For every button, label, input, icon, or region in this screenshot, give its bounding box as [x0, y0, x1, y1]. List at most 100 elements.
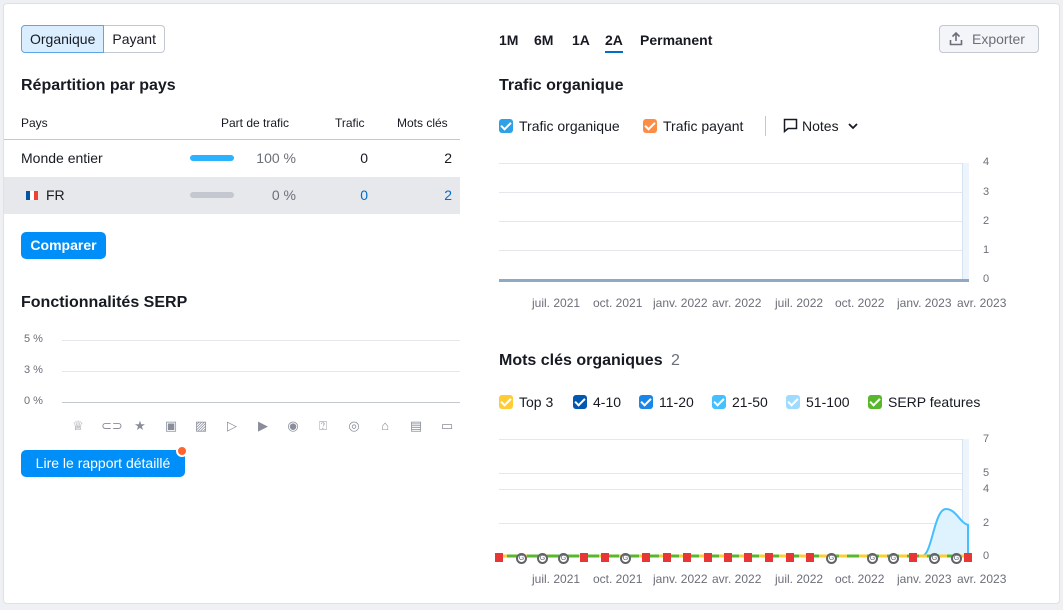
- read-report-button[interactable]: Lire le rapport détaillé: [21, 450, 185, 477]
- compare-button[interactable]: Comparer: [21, 232, 106, 259]
- traffic-share-value: 100 %: [256, 150, 296, 166]
- y-tick: 0: [983, 273, 990, 285]
- y-tick: 4: [983, 156, 990, 168]
- period-6m[interactable]: 6M: [534, 32, 554, 48]
- country-distribution-title: Répartition par pays: [21, 77, 176, 94]
- serp-features-title: Fonctionnalités SERP: [21, 294, 188, 311]
- image-pack-icon[interactable]: ▨: [194, 418, 208, 433]
- table-row[interactable]: Monde entier 100 % 0 2: [4, 140, 460, 177]
- notes-dropdown[interactable]: Notes: [781, 116, 861, 136]
- traffic-link[interactable]: 0: [360, 187, 368, 203]
- google-update-icon[interactable]: G: [558, 553, 569, 564]
- local-pack-icon[interactable]: ◎: [348, 418, 360, 433]
- table-row[interactable]: FR 0 % 0 2: [4, 177, 460, 214]
- video-icon[interactable]: ▷: [227, 418, 237, 433]
- period-1a[interactable]: 1A: [572, 32, 590, 48]
- flag-marker-icon[interactable]: [806, 553, 814, 562]
- news-icon[interactable]: ▤: [409, 418, 423, 433]
- organic-traffic-checkbox[interactable]: [499, 119, 513, 133]
- google-update-icon[interactable]: G: [867, 553, 878, 564]
- flag-marker-icon[interactable]: [964, 553, 972, 562]
- knowledge-icon[interactable]: ⌂: [381, 418, 389, 433]
- flag-marker-icon[interactable]: [704, 553, 712, 562]
- pos-11-20-checkbox[interactable]: [639, 395, 653, 409]
- col-traffic: Trafic: [335, 116, 365, 130]
- keywords-value: 2: [444, 150, 452, 166]
- google-update-icon[interactable]: G: [516, 553, 527, 564]
- pos-51-100-checkbox[interactable]: [786, 395, 800, 409]
- gridline: [62, 371, 460, 372]
- flag-marker-icon[interactable]: [601, 553, 609, 562]
- flag-marker-icon[interactable]: [909, 553, 917, 562]
- chart-range-shade: [962, 163, 969, 281]
- chevron-down-icon: [848, 123, 858, 130]
- y-tick: 5: [983, 467, 990, 479]
- faq-icon[interactable]: ⍰: [319, 418, 327, 433]
- google-update-icon[interactable]: G: [888, 553, 899, 564]
- col-keywords: Mots clés: [397, 116, 448, 130]
- gridline: [499, 523, 965, 524]
- period-permanent[interactable]: Permanent: [640, 32, 713, 48]
- gridline: [499, 439, 965, 440]
- flag-marker-icon[interactable]: [786, 553, 794, 562]
- x-tick: avr. 2023: [957, 572, 1007, 586]
- flag-marker-icon[interactable]: [663, 553, 671, 562]
- table-header-divider: [4, 139, 460, 140]
- star-icon[interactable]: ★: [134, 418, 146, 433]
- export-button[interactable]: Exporter: [939, 25, 1039, 53]
- x-tick: janv. 2023: [897, 296, 951, 310]
- flag-marker-icon[interactable]: [580, 553, 588, 562]
- top3-checkbox[interactable]: [499, 395, 513, 409]
- tab-organic[interactable]: Organique: [21, 25, 105, 53]
- gridline: [499, 473, 965, 474]
- tab-paid[interactable]: Payant: [104, 25, 165, 53]
- keywords-link[interactable]: 2: [444, 187, 452, 203]
- google-update-icon[interactable]: G: [537, 553, 548, 564]
- x-tick: juil. 2022: [775, 296, 824, 310]
- period-2a[interactable]: 2A: [605, 32, 623, 53]
- pos-21-50-checkbox[interactable]: [712, 395, 726, 409]
- serp-features-legend: SERP features: [888, 394, 981, 410]
- gridline: [499, 192, 965, 193]
- y-tick: 4: [983, 483, 990, 495]
- flag-marker-icon[interactable]: [765, 553, 773, 562]
- x-tick: janv. 2022: [653, 572, 707, 586]
- google-update-icon[interactable]: G: [826, 553, 837, 564]
- gridline: [499, 489, 965, 490]
- image-icon[interactable]: ▣: [164, 418, 178, 433]
- serp-features-checkbox[interactable]: [868, 395, 882, 409]
- notification-dot: [176, 445, 188, 457]
- google-update-icon[interactable]: G: [620, 553, 631, 564]
- y-tick: 3: [983, 186, 990, 198]
- period-1m[interactable]: 1M: [499, 32, 519, 48]
- crown-icon[interactable]: ♕: [72, 418, 84, 433]
- y-tick: 5 %: [24, 333, 43, 345]
- paid-traffic-checkbox[interactable]: [643, 119, 657, 133]
- gridline: [62, 402, 460, 403]
- legend-divider: [765, 116, 766, 136]
- traffic-value: 0: [360, 150, 368, 166]
- x-tick: juil. 2021: [532, 572, 581, 586]
- jobs-icon[interactable]: ▭: [440, 418, 454, 433]
- traffic-type-toggle: Organique Payant: [21, 25, 165, 53]
- flag-marker-icon[interactable]: [642, 553, 650, 562]
- google-update-icon[interactable]: G: [951, 553, 962, 564]
- flag-marker-icon[interactable]: [724, 553, 732, 562]
- video-carousel-icon[interactable]: ▶: [258, 418, 268, 433]
- flag-marker-icon[interactable]: [495, 553, 503, 562]
- gridline: [499, 250, 965, 251]
- flag-marker-icon[interactable]: [744, 553, 752, 562]
- organic-keywords-title: Mots clés organiques 2: [499, 352, 680, 370]
- top3-legend: Top 3: [519, 394, 554, 410]
- traffic-share-bar: [190, 192, 234, 198]
- google-update-icon[interactable]: G: [929, 553, 940, 564]
- dashboard-card: Organique Payant Répartition par pays Pa…: [3, 3, 1060, 604]
- pos-4-10-checkbox[interactable]: [573, 395, 587, 409]
- pos-21-50-legend: 21-50: [732, 394, 768, 410]
- link-icon[interactable]: ⊂⊃: [101, 418, 123, 433]
- organic-keywords-count: 2: [671, 352, 680, 369]
- keywords-51-100-area: [921, 507, 969, 557]
- y-tick: 2: [983, 215, 990, 227]
- flag-marker-icon[interactable]: [683, 553, 691, 562]
- play-icon[interactable]: ◉: [287, 418, 299, 433]
